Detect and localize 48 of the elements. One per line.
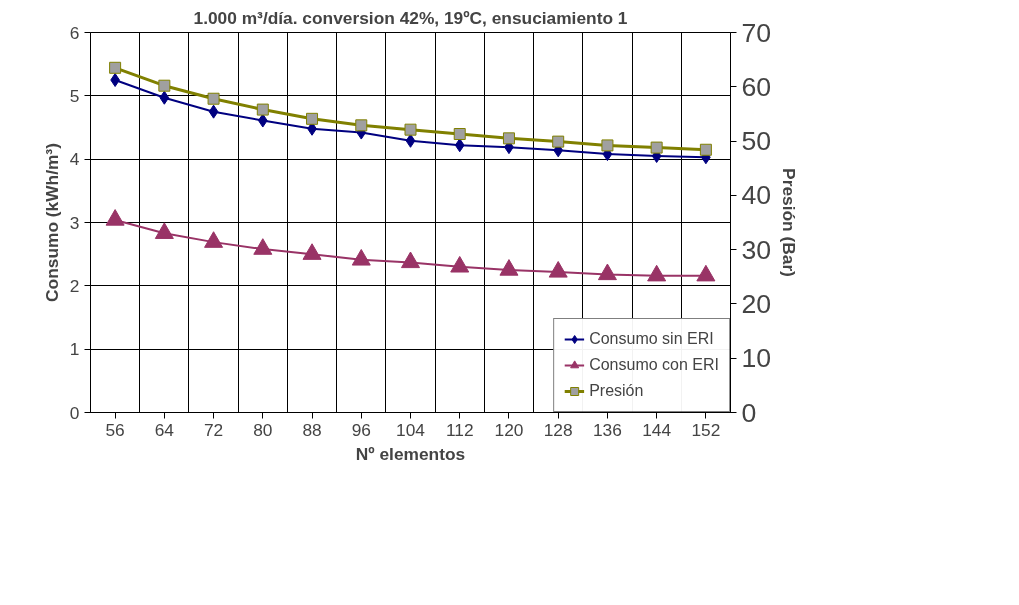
y-tick-label: 2 <box>69 275 80 296</box>
x-tick-label: 72 <box>203 419 224 440</box>
point <box>355 119 368 132</box>
x-tick-label: 88 <box>302 419 322 440</box>
y-tick-label: 3 <box>69 212 80 233</box>
point <box>158 79 171 92</box>
point <box>453 128 466 141</box>
y-tick-label: 5 <box>69 85 80 106</box>
y2-tick-label: 10 <box>741 343 772 374</box>
x-tick-label: 96 <box>351 419 371 440</box>
point <box>699 143 712 156</box>
point <box>650 141 663 154</box>
x-tick-label: 112 <box>445 419 474 440</box>
x-tick-label: 144 <box>642 419 672 440</box>
y2-tick-label: 40 <box>741 180 772 211</box>
point <box>256 103 269 116</box>
y2-axis-title: Presión (Bar) <box>779 168 800 277</box>
x-tick-label: 64 <box>154 419 175 440</box>
y-tick-label: 4 <box>69 149 80 170</box>
point <box>601 139 614 152</box>
x-tick-label: 136 <box>592 419 622 440</box>
legend-label: Consumo sin ERI <box>589 330 714 348</box>
x-axis-title: Nº elementos <box>355 443 466 464</box>
x-tick-label: 104 <box>396 419 426 440</box>
x-tick-label: 80 <box>253 419 273 440</box>
point <box>109 61 122 74</box>
point <box>502 132 515 145</box>
point <box>552 135 565 148</box>
x-tick-label: 56 <box>105 419 125 440</box>
y2-tick-label: 60 <box>741 71 772 102</box>
legend-label: Consumo con ERI <box>589 356 719 374</box>
point <box>207 92 220 105</box>
y-tick-label: 1 <box>69 339 80 360</box>
legend-label: Presión <box>589 382 645 400</box>
y2-tick-label: 20 <box>741 288 772 319</box>
y2-tick-label: 70 <box>741 17 772 48</box>
chart-title: 1.000 m³/día. conversion 42%, 19ºC, ensuciamiento 1 <box>193 7 628 28</box>
point <box>404 123 417 136</box>
y-tick-label: 0 <box>69 402 80 423</box>
x-tick-label: 152 <box>691 419 721 440</box>
x-tick-label: 120 <box>494 419 524 440</box>
y2-tick-label: 0 <box>741 397 757 428</box>
y-tick-label: 6 <box>69 22 80 43</box>
y2-tick-label: 50 <box>741 126 772 157</box>
y-axis-title: Consumo (kWh/m³) <box>41 143 62 302</box>
y2-tick-label: 30 <box>741 234 772 265</box>
x-tick-label: 128 <box>543 419 573 440</box>
point <box>306 112 319 125</box>
